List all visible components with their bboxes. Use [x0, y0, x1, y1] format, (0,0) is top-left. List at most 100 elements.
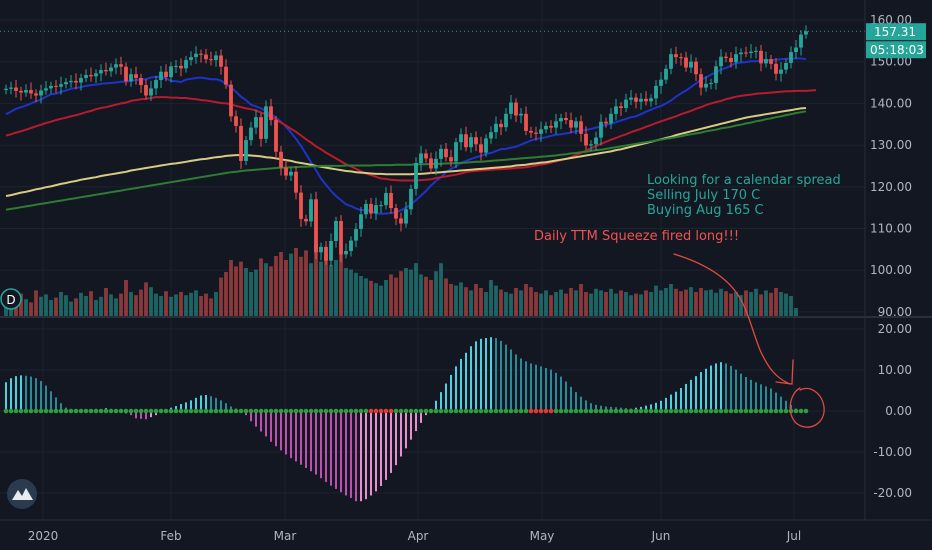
squeeze-dot [453, 408, 459, 414]
volume-bar [264, 263, 268, 316]
squeeze-dot [83, 408, 89, 414]
candle-body [459, 134, 463, 143]
squeeze-dot [728, 408, 734, 414]
candle-body [399, 218, 403, 224]
candle [54, 80, 58, 94]
volume-bar [524, 284, 528, 316]
candle [189, 51, 193, 66]
candle [259, 112, 263, 147]
squeeze-dot [193, 408, 199, 414]
candle-body [434, 158, 438, 169]
candle-body [544, 125, 548, 130]
candle [524, 106, 528, 136]
candle [559, 113, 563, 130]
volume-bar [44, 294, 48, 316]
volume-bar [679, 291, 683, 316]
volume-bar [359, 276, 363, 316]
highlight-circle [789, 387, 825, 428]
candle [669, 48, 673, 75]
volume-bar [289, 253, 293, 316]
interval-badge-ring[interactable] [0, 288, 22, 310]
squeeze-dot [253, 408, 259, 414]
volume-bar [254, 269, 258, 316]
squeeze-dot [648, 408, 654, 414]
candle-body [204, 54, 208, 60]
candle [274, 115, 278, 159]
candle [329, 233, 333, 267]
candle [694, 57, 698, 81]
candle-body [639, 98, 643, 102]
candle-body [744, 52, 748, 54]
volume-bar [444, 278, 448, 316]
annotation-line: Buying Aug 165 C [647, 203, 764, 218]
candle [414, 157, 418, 196]
price-tick-label: 100.00 [870, 263, 912, 277]
squeeze-dot [198, 408, 204, 414]
candle-body [259, 117, 263, 139]
squeeze-dot [478, 408, 484, 414]
candle [389, 185, 393, 214]
squeeze-dot [498, 408, 504, 414]
squeeze-dots [3, 408, 809, 414]
moving-average-line [5, 107, 807, 197]
candle-body [84, 75, 88, 78]
squeeze-dot [683, 408, 689, 414]
volume-bar [534, 292, 538, 316]
volume-bar [69, 301, 73, 316]
squeeze-dot [33, 408, 39, 414]
candle-body [274, 120, 278, 152]
squeeze-dot [638, 408, 644, 414]
volume-bar [354, 272, 358, 316]
volume-bar [689, 287, 693, 316]
squeeze-dot [88, 408, 94, 414]
candle [9, 81, 13, 95]
candle [754, 46, 758, 59]
squeeze-dot [148, 408, 154, 414]
squeeze-dot [643, 408, 649, 414]
volume-bar [214, 292, 218, 316]
candle-body [579, 121, 583, 134]
candle-body [374, 205, 378, 214]
candle [519, 107, 523, 124]
candle [804, 25, 808, 39]
time-axis: 2020 Feb Mar Apr May Jun Jul [28, 529, 802, 543]
candle [84, 69, 88, 83]
volume-bar [454, 285, 458, 316]
candle-body [189, 57, 193, 61]
oscillator-tick-label: 20.00 [878, 322, 912, 336]
squeeze-dot [448, 408, 454, 414]
interval-badge[interactable]: D [0, 288, 22, 310]
squeeze-dot [368, 408, 374, 414]
volume-bar [704, 290, 708, 316]
squeeze-dot [48, 408, 54, 414]
candle [644, 91, 648, 106]
candle [159, 65, 163, 88]
candle [604, 117, 608, 128]
squeeze-dot [43, 408, 49, 414]
volume-bar [779, 292, 783, 316]
candle-body [474, 137, 478, 145]
volume-bar [99, 296, 103, 316]
logo-icon[interactable] [7, 479, 37, 509]
volume-bar [634, 293, 638, 316]
volume-bar [624, 292, 628, 316]
volume-bar [19, 293, 23, 316]
candle-body [104, 70, 108, 72]
squeeze-dot [8, 408, 14, 414]
volume-bar [39, 296, 43, 316]
candle-body [284, 167, 288, 176]
squeeze-dot [663, 408, 669, 414]
candle-body [789, 52, 793, 63]
squeeze-dot [143, 408, 149, 414]
squeeze-dot [303, 408, 309, 414]
candle-body [739, 52, 743, 55]
volume-bar [24, 299, 28, 316]
volume-bar [659, 290, 663, 316]
candle-body [684, 57, 688, 68]
volume-bar [654, 285, 658, 316]
volume-bar [344, 268, 348, 316]
squeeze-dot [618, 408, 624, 414]
candle-body [149, 88, 153, 96]
candle [59, 76, 63, 95]
